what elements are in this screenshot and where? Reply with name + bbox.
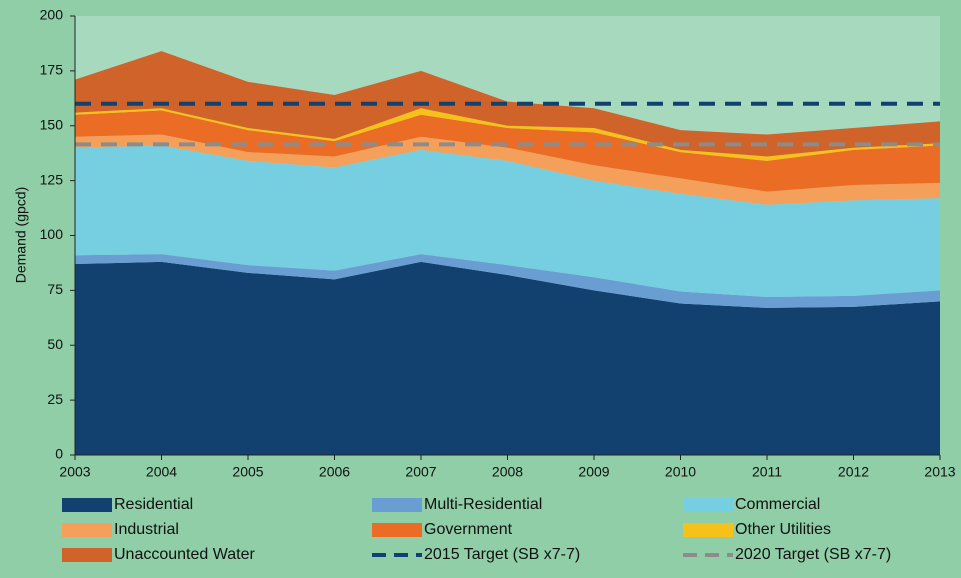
x-tick-label: 2006 [319,464,350,480]
legend-swatch [62,523,112,537]
legend-swatch [372,523,422,537]
y-tick-label: 125 [40,171,64,187]
y-tick-label: 100 [40,226,64,242]
x-tick-label: 2007 [405,464,436,480]
y-tick-label: 200 [40,7,64,23]
legend-swatch [683,498,733,512]
legend-label: Other Utilities [735,521,831,538]
area [75,145,940,297]
area [75,134,940,205]
x-tick-label: 2004 [146,464,177,480]
y-tick-label: 25 [47,391,63,407]
x-tick-label: 2005 [232,464,263,480]
y-tick-label: 0 [55,446,63,462]
x-tick-label: 2012 [838,464,869,480]
x-tick-label: 2008 [492,464,523,480]
legend-label: 2015 Target (SB x7-7) [424,546,580,563]
legend-label: 2020 Target (SB x7-7) [735,546,891,563]
area [75,51,940,157]
legend-swatch [372,498,422,512]
area [75,110,940,192]
y-tick-label: 175 [40,62,64,78]
x-tick-label: 2013 [924,464,955,480]
area [75,254,940,308]
x-tick-label: 2009 [578,464,609,480]
legend-label: Industrial [114,521,179,538]
y-tick-label: 75 [47,281,63,297]
legend-swatch [62,498,112,512]
legend-swatch [683,523,733,537]
legend-label: Commercial [735,496,820,513]
legend-swatch [62,548,112,562]
legend-label: Multi-Residential [424,496,542,513]
y-tick-label: 50 [47,336,63,352]
y-axis-label: Demand (gpcd) [13,187,29,284]
legend-label: Government [424,521,513,538]
x-tick-label: 2010 [665,464,696,480]
legend-label: Residential [114,496,193,513]
y-tick-label: 150 [40,116,64,132]
legend-label: Unaccounted Water [114,546,255,563]
x-tick-label: 2003 [59,464,90,480]
x-tick-label: 2011 [752,464,782,480]
area [75,261,940,455]
